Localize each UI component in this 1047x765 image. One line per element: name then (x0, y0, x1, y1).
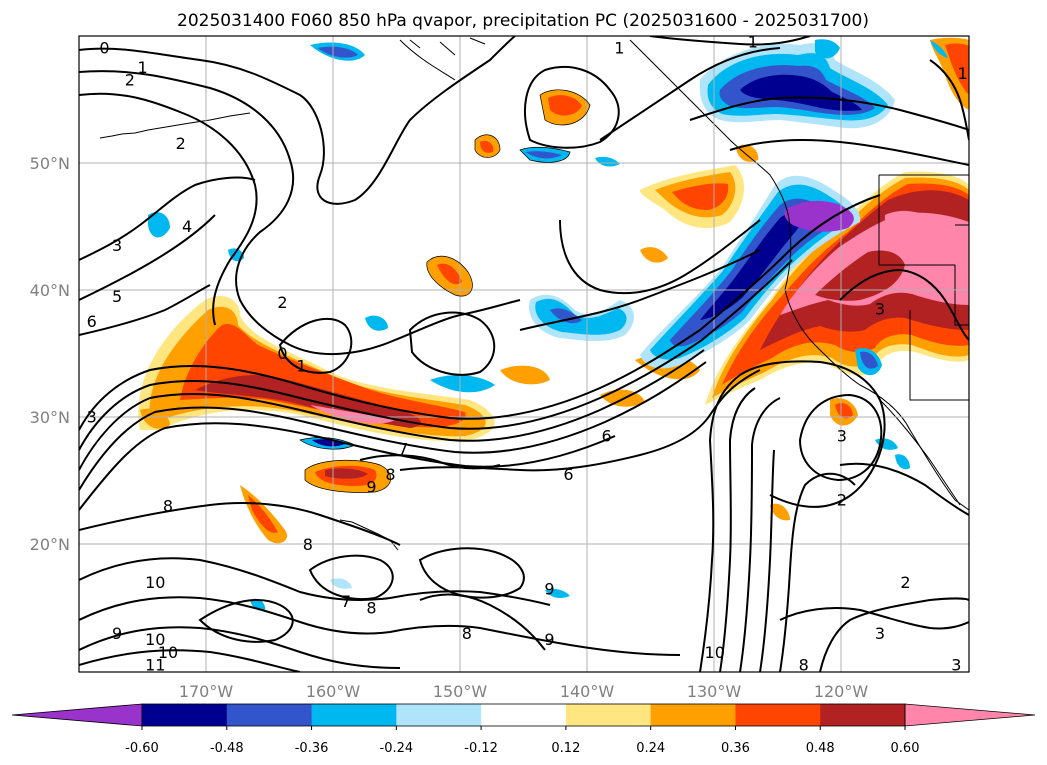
contour-label: 8 (799, 656, 809, 675)
y-tick-label: 50°N (30, 154, 70, 173)
colorbar-tick-label: 0.60 (891, 741, 920, 756)
colorbar-swatch (735, 704, 821, 726)
x-tick-label: 160°W (306, 682, 361, 701)
colorbar-tick-label: -0.60 (125, 741, 159, 756)
contour-label: 8 (366, 598, 376, 617)
x-tick-label: 140°W (560, 682, 615, 701)
contour-label: 1 (614, 39, 624, 58)
colorbar-swatch (142, 704, 228, 726)
y-tick-label: 30°N (30, 408, 70, 427)
contour-label: 1 (958, 64, 968, 83)
x-tick-label: 130°W (687, 682, 742, 701)
gridlines (79, 36, 969, 672)
contour-label: 11 (145, 656, 165, 675)
colorbar-tick-label: 0.48 (806, 741, 835, 756)
contour-label: 1 (296, 357, 306, 376)
colorbar-swatch (311, 704, 397, 726)
contour-label: 10 (145, 630, 165, 649)
colorbar-tick-label: -0.36 (295, 741, 329, 756)
contour-label: 8 (303, 535, 313, 554)
y-tick-label: 40°N (30, 281, 70, 300)
contour-label: 2 (900, 573, 910, 592)
colorbar-tick-label: -0.12 (464, 741, 498, 756)
qvapor-contours (79, 36, 969, 672)
contour-label: 10 (145, 573, 165, 592)
colorbar-tick-label: 0.24 (636, 741, 665, 756)
colorbar-extend-high (904, 703, 1036, 727)
contour-label: 2 (837, 490, 847, 509)
x-tick-label: 150°W (433, 682, 488, 701)
contour-label: 8 (385, 465, 395, 484)
contour-label: 6 (602, 427, 612, 446)
colorbar-swatch (820, 704, 906, 726)
colorbar-tick-label: 0.36 (721, 741, 750, 756)
colorbar-tick-label: -0.48 (210, 741, 244, 756)
contour-label: 7 (341, 592, 351, 611)
contour-label: 3 (875, 299, 885, 318)
contour-label: 9 (544, 579, 554, 598)
colorbar-swatch (481, 704, 567, 726)
colorbar-swatch (396, 704, 482, 726)
contour-label: 8 (462, 624, 472, 643)
colorbar-swatch (565, 704, 652, 726)
contour-label: 0 (277, 344, 287, 363)
precip-outlines (299, 89, 591, 493)
colorbar-swatch (650, 704, 736, 726)
x-tick-label: 120°W (814, 682, 869, 701)
contour-label: 2 (125, 71, 135, 90)
contour-label: 8 (163, 497, 173, 516)
colorbar-tick-label: 0.12 (551, 741, 580, 756)
contour-label: 5 (112, 287, 122, 306)
contour-label: 3 (875, 624, 885, 643)
contour-label: 3 (112, 236, 122, 255)
contour-label: 10 (705, 643, 725, 662)
contour-label: 4 (182, 217, 192, 236)
colorbar-frame (141, 703, 906, 727)
chart-title: 2025031400 F060 850 hPa qvapor, precipit… (177, 11, 869, 31)
contour-label: 3 (87, 408, 97, 427)
colorbar-tick-label: -0.24 (380, 741, 414, 756)
contour-label: 10 (158, 643, 178, 662)
contour-label: 3 (837, 427, 847, 446)
contour-label: 9 (544, 630, 554, 649)
colorbar-swatch (226, 704, 313, 726)
y-tick-label: 20°N (30, 535, 70, 554)
contour-label: 6 (87, 312, 97, 331)
contour-label: 9 (112, 624, 122, 643)
x-tick-label: 170°W (179, 682, 234, 701)
contour-label: 0 (99, 39, 109, 58)
contour-label: 7 (398, 439, 408, 458)
contour-label: 2 (277, 293, 287, 312)
colorbar: -0.60 -0.48 -0.36 -0.24 -0.12 0.12 0.24 0.36 0.4… (11, 703, 1036, 756)
contour-label: 2 (176, 134, 186, 153)
contour-label: 3 (951, 656, 961, 675)
x-axis: 170°W 160°W 150°W 140°W 130°W 120°W (179, 682, 869, 701)
contour-label: 6 (563, 465, 573, 484)
precipitation-shading (138, 37, 969, 611)
colorbar-extend-low (11, 703, 143, 727)
contour-label: 1 (748, 32, 758, 51)
y-axis: 50°N 40°N 30°N 20°N (30, 154, 70, 554)
contour-label: 9 (366, 478, 376, 497)
map-frame (78, 35, 970, 673)
contour-label: 1 (137, 58, 147, 77)
